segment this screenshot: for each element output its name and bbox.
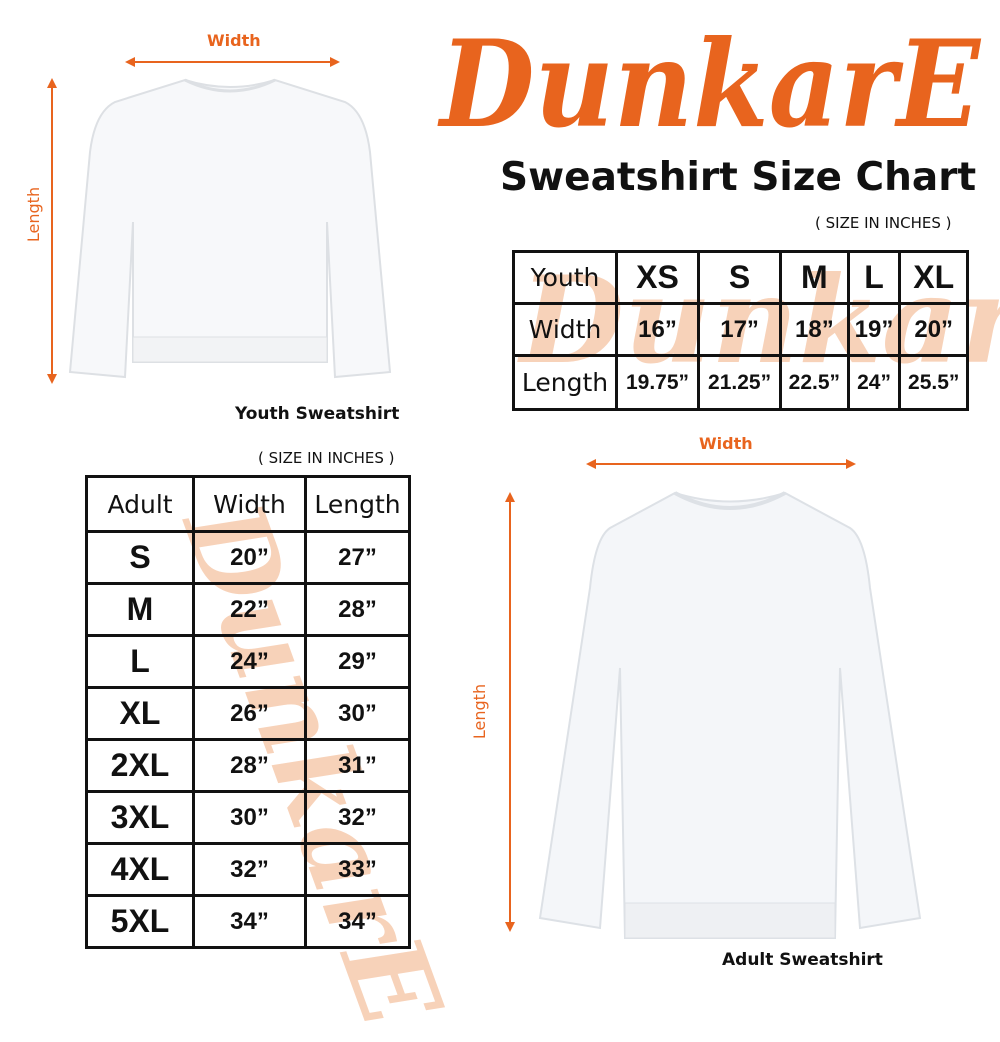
youth-header: Youth [512, 250, 618, 305]
youth-width-label: Width [207, 31, 261, 50]
table-row: Youth XS S M L XL [512, 250, 969, 305]
length-cell: 33” [304, 842, 411, 897]
table-row: Length 19.75” 21.25” 22.5” 24” 25.5” [512, 354, 969, 411]
length-cell: 34” [304, 894, 411, 949]
svg-text:DunkarE: DunkarE [437, 14, 981, 143]
youth-unit-note: ( SIZE IN INCHES ) [815, 214, 952, 232]
cell: 19.75” [614, 354, 701, 411]
width-cell: 24” [192, 634, 307, 689]
size-label: M [85, 582, 195, 637]
size-xs: XS [614, 250, 701, 305]
adult-width-label: Width [699, 434, 753, 453]
youth-width-arrow [125, 57, 340, 67]
youth-length-arrow [47, 78, 57, 384]
page-title: Sweatshirt Size Chart [500, 155, 977, 200]
youth-length-label: Length [24, 186, 44, 243]
youth-caption: Youth Sweatshirt [235, 404, 400, 424]
cell: 17” [697, 302, 783, 357]
size-s: S [697, 250, 783, 305]
table-row: 2XL 28” 31” [85, 738, 411, 793]
table-row: Width 16” 17” 18” 19” 20” [512, 302, 969, 357]
length-cell: 29” [304, 634, 411, 689]
width-cell: 32” [192, 842, 307, 897]
size-label: 2XL [85, 738, 195, 793]
size-label: 3XL [85, 790, 195, 845]
width-cell: 30” [192, 790, 307, 845]
width-cell: 22” [192, 582, 307, 637]
length-cell: 31” [304, 738, 411, 793]
table-row: XL 26” 30” [85, 686, 411, 741]
length-cell: 27” [304, 530, 411, 585]
size-label: S [85, 530, 195, 585]
width-cell: 28” [192, 738, 307, 793]
length-header: Length [304, 475, 411, 533]
cell: 16” [614, 302, 701, 357]
table-row: 5XL 34” 34” [85, 894, 411, 949]
width-cell: 26” [192, 686, 307, 741]
adult-width-arrow [586, 459, 856, 469]
table-row: Adult Width Length [85, 475, 411, 533]
table-row: L 24” 29” [85, 634, 411, 689]
youth-sweatshirt-image [68, 78, 392, 379]
table-row: S 20” 27” [85, 530, 411, 585]
size-label: L [85, 634, 195, 689]
size-label: XL [85, 686, 195, 741]
length-cell: 32” [304, 790, 411, 845]
length-cell: 30” [304, 686, 411, 741]
cell: 22.5” [779, 354, 850, 411]
brand-logo: DunkarE [430, 8, 990, 155]
row-label: Length [512, 354, 618, 411]
adult-size-table: Adult Width Length S 20” 27” M 22” 28” L 24” 29”… [85, 475, 411, 949]
cell: 24” [846, 354, 902, 411]
adult-length-label: Length [470, 683, 490, 740]
size-l: L [846, 250, 902, 305]
table-row: 4XL 32” 33” [85, 842, 411, 897]
size-label: 5XL [85, 894, 195, 949]
width-header: Width [192, 475, 307, 533]
cell: 25.5” [898, 354, 969, 411]
row-label: Width [512, 302, 618, 357]
cell: 20” [898, 302, 969, 357]
adult-unit-note: ( SIZE IN INCHES ) [258, 449, 395, 467]
cell: 19” [846, 302, 902, 357]
adult-caption: Adult Sweatshirt [722, 950, 883, 970]
adult-sweatshirt-image [538, 491, 922, 939]
table-row: 3XL 30” 32” [85, 790, 411, 845]
table-row: M 22” 28” [85, 582, 411, 637]
length-cell: 28” [304, 582, 411, 637]
size-xl: XL [898, 250, 969, 305]
width-cell: 34” [192, 894, 307, 949]
size-m: M [779, 250, 850, 305]
size-label: 4XL [85, 842, 195, 897]
cell: 18” [779, 302, 850, 357]
adult-header: Adult [85, 475, 195, 533]
width-cell: 20” [192, 530, 307, 585]
cell: 21.25” [697, 354, 783, 411]
adult-length-arrow [505, 492, 515, 932]
youth-size-table: Youth XS S M L XL Width 16” 17” 18” 19” … [512, 250, 969, 411]
